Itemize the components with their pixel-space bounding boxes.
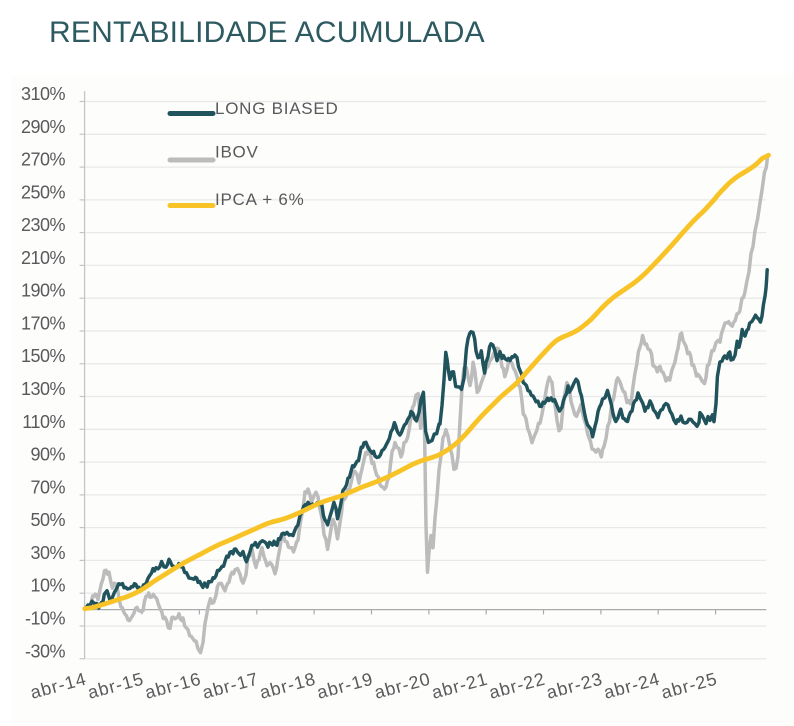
- svg-text:IBOV: IBOV: [215, 143, 259, 162]
- svg-text:IPCA + 6%: IPCA + 6%: [215, 190, 304, 209]
- svg-text:RENTABILIDADE ACUMULADA: RENTABILIDADE ACUMULADA: [49, 16, 485, 49]
- svg-text:10%: 10%: [30, 576, 65, 596]
- svg-text:270%: 270%: [21, 150, 66, 170]
- svg-text:90%: 90%: [30, 445, 65, 465]
- svg-text:290%: 290%: [21, 117, 66, 137]
- svg-text:210%: 210%: [21, 248, 66, 268]
- svg-text:230%: 230%: [21, 215, 66, 235]
- svg-text:LONG BIASED: LONG BIASED: [215, 99, 339, 118]
- svg-text:190%: 190%: [21, 281, 66, 301]
- svg-text:110%: 110%: [22, 412, 65, 432]
- svg-text:150%: 150%: [21, 346, 66, 366]
- svg-text:130%: 130%: [21, 379, 66, 399]
- svg-text:-30%: -30%: [25, 641, 66, 661]
- svg-text:310%: 310%: [21, 84, 66, 104]
- svg-text:50%: 50%: [30, 510, 65, 530]
- svg-text:30%: 30%: [30, 543, 65, 563]
- svg-text:250%: 250%: [21, 182, 66, 202]
- svg-text:-10%: -10%: [25, 609, 66, 629]
- svg-text:170%: 170%: [21, 314, 66, 334]
- svg-text:70%: 70%: [30, 477, 65, 497]
